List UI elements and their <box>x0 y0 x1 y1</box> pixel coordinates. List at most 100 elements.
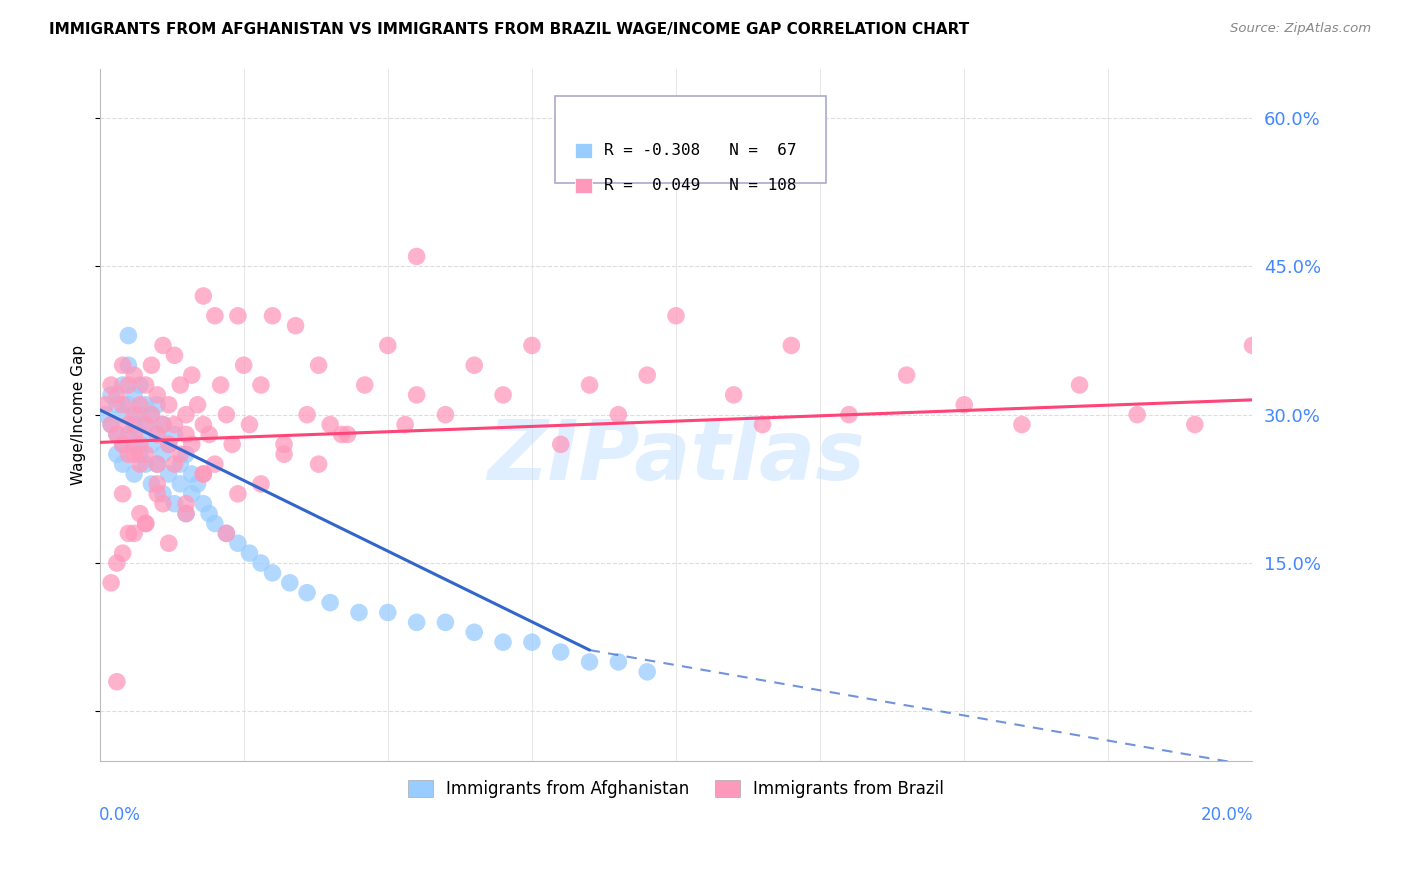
Point <box>100 388 122 402</box>
Point <box>135 516 157 531</box>
Point <box>226 536 249 550</box>
Point <box>141 476 163 491</box>
Point <box>226 309 249 323</box>
Point <box>174 408 197 422</box>
Point <box>135 417 157 432</box>
Point <box>141 358 163 372</box>
Point <box>723 388 745 402</box>
Point <box>308 457 330 471</box>
Point <box>1241 338 1264 352</box>
Point <box>187 476 209 491</box>
Point <box>198 507 221 521</box>
Point <box>122 388 145 402</box>
Point <box>105 427 128 442</box>
Point <box>308 358 330 372</box>
Point <box>146 457 169 471</box>
Point <box>174 507 197 521</box>
Point <box>273 447 295 461</box>
Point <box>953 398 976 412</box>
Point <box>1069 378 1091 392</box>
Point <box>146 427 169 442</box>
Point <box>204 457 226 471</box>
Point <box>295 408 318 422</box>
Point <box>463 358 485 372</box>
Point <box>578 378 600 392</box>
Point <box>180 368 202 383</box>
Point <box>262 309 284 323</box>
Point <box>117 398 139 412</box>
Point <box>174 447 197 461</box>
Point <box>578 655 600 669</box>
Point <box>180 437 202 451</box>
Point <box>157 536 180 550</box>
Point <box>100 417 122 432</box>
Point <box>232 358 254 372</box>
Point <box>157 437 180 451</box>
Point <box>520 338 543 352</box>
Point <box>122 467 145 481</box>
Point <box>152 338 174 352</box>
Point <box>129 507 152 521</box>
Point <box>463 625 485 640</box>
Point <box>146 427 169 442</box>
Point <box>215 408 238 422</box>
Point <box>319 596 342 610</box>
Point <box>250 378 273 392</box>
Point <box>1011 417 1033 432</box>
Point <box>174 427 197 442</box>
Point <box>204 309 226 323</box>
Point <box>193 417 215 432</box>
Text: ZIPatlas: ZIPatlas <box>486 416 865 497</box>
Point <box>284 318 307 333</box>
Point <box>193 289 215 303</box>
Point <box>152 417 174 432</box>
Point <box>174 507 197 521</box>
Point <box>295 585 318 599</box>
Point <box>336 427 359 442</box>
Point <box>152 497 174 511</box>
Point <box>100 417 122 432</box>
FancyBboxPatch shape <box>555 96 825 183</box>
Y-axis label: Wage/Income Gap: Wage/Income Gap <box>72 344 86 484</box>
Point <box>278 575 301 590</box>
Point <box>405 615 427 630</box>
Point <box>152 417 174 432</box>
Point <box>607 408 630 422</box>
Point <box>135 417 157 432</box>
Point <box>141 437 163 451</box>
Point <box>434 408 457 422</box>
Point <box>122 408 145 422</box>
Point <box>163 427 186 442</box>
Point <box>250 556 273 570</box>
Text: R =  0.049   N = 108: R = 0.049 N = 108 <box>603 178 796 193</box>
Point <box>180 467 202 481</box>
Point <box>377 338 399 352</box>
Point <box>215 526 238 541</box>
Point <box>105 398 128 412</box>
Point <box>169 457 191 471</box>
Point <box>105 427 128 442</box>
Point <box>193 467 215 481</box>
Point <box>520 635 543 649</box>
Point <box>135 398 157 412</box>
Point <box>129 427 152 442</box>
Point <box>105 556 128 570</box>
FancyBboxPatch shape <box>575 178 592 194</box>
Point <box>117 328 139 343</box>
Point <box>100 575 122 590</box>
Point <box>273 437 295 451</box>
Point <box>665 309 688 323</box>
Text: IMMIGRANTS FROM AFGHANISTAN VS IMMIGRANTS FROM BRAZIL WAGE/INCOME GAP CORRELATIO: IMMIGRANTS FROM AFGHANISTAN VS IMMIGRANT… <box>49 22 970 37</box>
Point <box>187 398 209 412</box>
Point <box>146 487 169 501</box>
Point <box>105 447 128 461</box>
Point <box>117 447 139 461</box>
Point <box>135 457 157 471</box>
Point <box>122 447 145 461</box>
Point <box>221 437 243 451</box>
Point <box>135 447 157 461</box>
FancyBboxPatch shape <box>575 143 592 158</box>
Point <box>405 388 427 402</box>
Point <box>111 487 134 501</box>
Point <box>122 437 145 451</box>
